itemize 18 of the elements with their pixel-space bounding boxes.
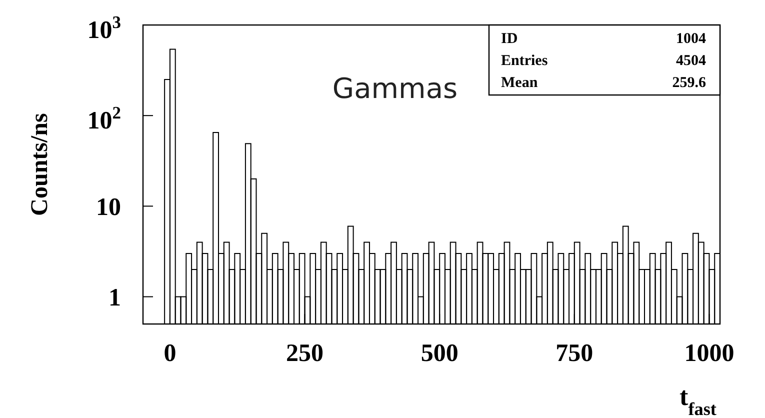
annotation: ID [501,31,518,47]
y-tick-label: 10$^{3}$ [87,12,122,44]
x-tick-label: 250 [286,340,324,367]
annotation: 4504 [676,53,706,69]
annotation: 259.6 [672,75,706,91]
annotation: Gammas [332,72,458,105]
y-axis-title: Counts/ns [27,113,53,216]
x-tick-label: 750 [556,340,594,367]
annotation: Mean [501,75,538,91]
x-tick-label: 1000 [684,340,734,367]
y-tick-label: 1 [108,284,121,312]
x-axis-title: t$_{fast}$ [680,382,716,418]
y-tick-label: 10$^{2}$ [87,102,121,135]
x-tick-label: 500 [420,340,458,367]
annotation: Entries [501,53,548,69]
annotation: 1004 [676,31,706,47]
y-tick-label: 10 [96,194,121,222]
x-tick-label: 0 [164,340,176,367]
